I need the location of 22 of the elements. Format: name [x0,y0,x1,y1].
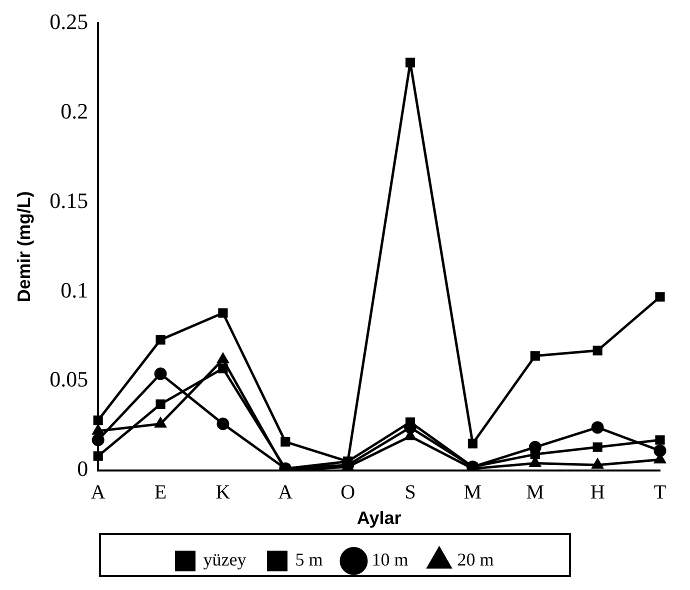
x-axis-title: Aylar [356,508,402,528]
x-tick-label: M [526,482,544,504]
y-tick-label: 0.05 [50,366,88,392]
y-tick-label: 0.25 [50,8,88,34]
x-tick-label: E [154,482,167,504]
y-tick-label: 0.2 [60,98,88,124]
x-tick-label: O [340,482,356,504]
x-tick-label: H [590,482,605,504]
x-tick-label: M [464,482,482,504]
legend-label: 10 m [372,550,408,570]
y-axis-title: Demir (mg/L) [14,191,34,302]
x-tick-label: S [404,482,416,504]
y-tick-label: 0.1 [60,277,88,302]
x-tick-label: A [278,482,294,504]
x-tick-label: A [90,482,106,504]
y-tick-label: 0.15 [50,188,88,213]
y-tick-label: 0 [77,456,88,482]
legend-label: 5 m [295,550,323,570]
legend-label: 20 m [457,550,494,570]
x-tick-label: K [216,482,231,504]
legend-label: yüzey [203,550,246,570]
x-tick-label: T [654,482,666,504]
